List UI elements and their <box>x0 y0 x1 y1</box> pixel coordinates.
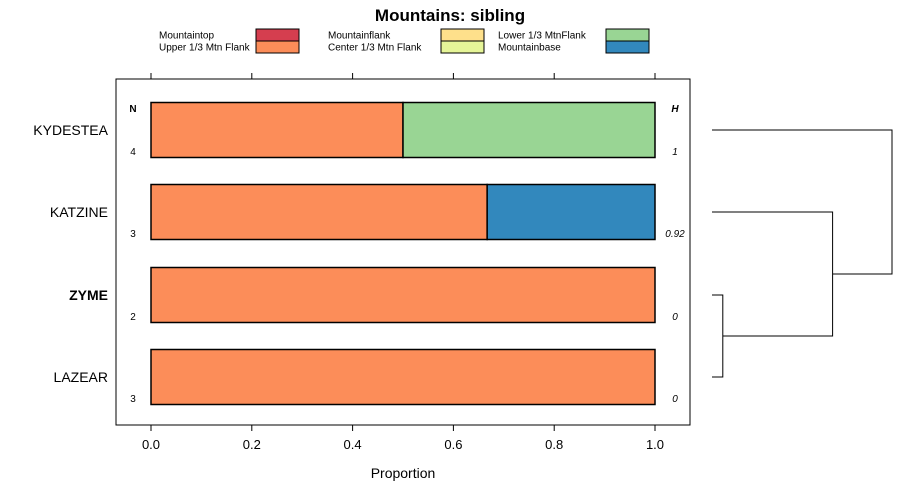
h-value: 1 <box>672 147 678 158</box>
x-tick-label: 0.4 <box>344 437 362 452</box>
top-axis <box>150 73 656 79</box>
plot-frame <box>115 78 691 426</box>
bars-group <box>150 101 656 406</box>
row-label: KYDESTEA <box>33 122 108 138</box>
bar-segment <box>486 183 656 241</box>
dendrogram-link <box>712 211 834 337</box>
n-value: 3 <box>130 229 136 240</box>
x-tick-label: 0.2 <box>243 437 261 452</box>
legend-swatch <box>255 40 300 54</box>
bar-segment <box>150 266 656 324</box>
legend-label: Mountainbase <box>498 43 561 54</box>
legend-label: Lower 1/3 MtnFlank <box>498 31 587 42</box>
legend-swatch <box>440 40 485 54</box>
dendrogram-link <box>712 129 893 275</box>
h-column-header: H <box>671 104 679 115</box>
legend-swatch <box>440 28 485 42</box>
n-value: 2 <box>130 312 136 323</box>
x-tick-label: 0.0 <box>142 437 160 452</box>
x-tick-label: 1.0 <box>646 437 664 452</box>
chart-title: Mountains: sibling <box>375 6 525 25</box>
legend-swatch <box>605 28 650 42</box>
dendrogram <box>712 129 893 378</box>
n-value: 4 <box>130 147 136 158</box>
bar-segment <box>402 101 656 159</box>
bottom-axis: 0.0 0.2 0.4 0.6 0.8 1.0 <box>142 425 664 452</box>
row-label: KATZINE <box>50 204 108 220</box>
x-tick-label: 0.6 <box>444 437 462 452</box>
dendrogram-link <box>712 294 724 378</box>
legend-label: Center 1/3 Mtn Flank <box>328 43 422 54</box>
bar-segment <box>150 183 488 241</box>
h-value: 0 <box>672 312 678 323</box>
legend-label: Mountainflank <box>328 31 391 42</box>
bar-segment <box>150 101 404 159</box>
legend-swatch <box>255 28 300 42</box>
legend-label: Mountaintop <box>159 31 214 42</box>
row-label: LAZEAR <box>54 369 108 385</box>
row-labels: KYDESTEA 4 1 KATZINE 3 0.92 ZYME 2 0 LAZEAR 3 0 <box>33 122 685 405</box>
x-tick-label: 0.8 <box>545 437 563 452</box>
legend-label: Upper 1/3 Mtn Flank <box>159 43 251 54</box>
bar-segment <box>150 348 656 406</box>
n-column-header: N <box>129 104 136 115</box>
n-value: 3 <box>130 394 136 405</box>
h-value: 0.92 <box>665 229 685 240</box>
h-value: 0 <box>672 394 678 405</box>
legend-swatch <box>605 40 650 54</box>
row-label: ZYME <box>69 287 108 303</box>
x-axis-title: Proportion <box>371 465 436 481</box>
